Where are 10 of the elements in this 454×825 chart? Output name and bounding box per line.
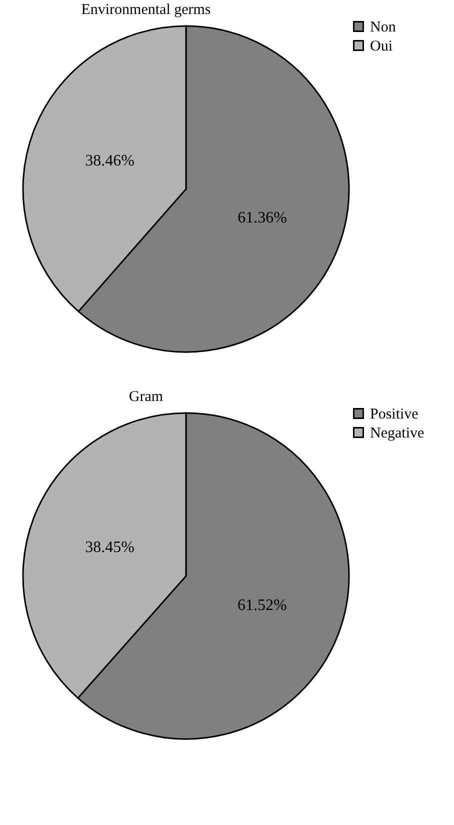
data-label: 38.45%	[85, 539, 134, 556]
legend-label: Non	[370, 20, 396, 36]
data-label: 61.52%	[238, 596, 287, 614]
legend-label: Positive	[370, 406, 419, 422]
chart-title: Environmental germs	[81, 2, 211, 18]
legend-label: Negative	[370, 426, 424, 442]
data-label: 38.46%	[85, 152, 134, 170]
chart-title: Gram	[128, 389, 164, 405]
data-label: 61.36%	[238, 210, 287, 227]
legend-label: Oui	[370, 38, 392, 54]
